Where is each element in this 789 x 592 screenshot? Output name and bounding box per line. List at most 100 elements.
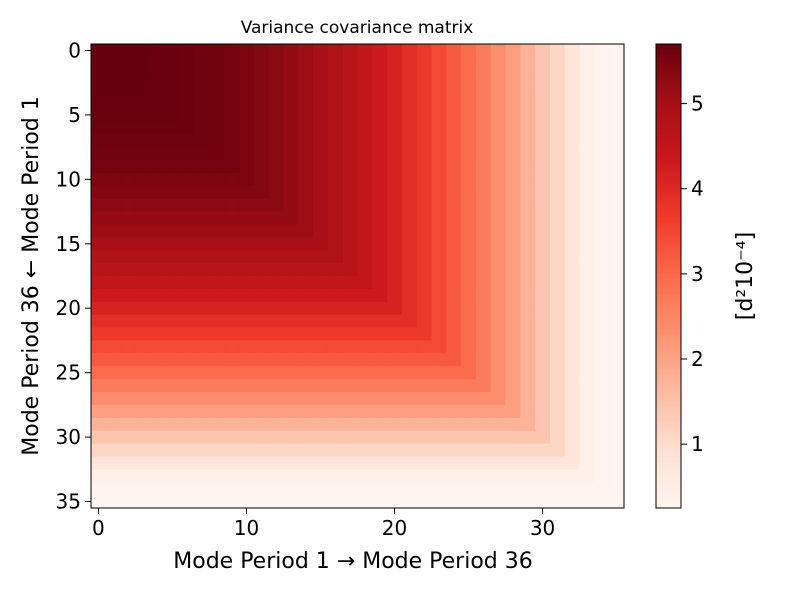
heatmap-cell	[105, 443, 122, 458]
heatmap-cell	[520, 95, 536, 110]
heatmap-cell	[579, 211, 595, 226]
heatmap-cell	[150, 172, 166, 187]
heatmap-cell	[431, 134, 447, 148]
heatmap-cell	[461, 160, 477, 174]
heatmap-cell	[446, 288, 462, 303]
heatmap-cell	[239, 301, 255, 316]
heatmap-cell	[535, 276, 551, 290]
heatmap-cell	[372, 392, 388, 406]
heatmap-cell	[564, 95, 581, 110]
heatmap-cell	[401, 288, 418, 303]
heatmap-cell	[342, 237, 359, 251]
heatmap-cell	[283, 44, 299, 58]
heatmap-cell	[594, 417, 610, 432]
heatmap-cell	[105, 147, 122, 161]
heatmap-cell	[253, 250, 270, 264]
colorbar-tick-label: 2	[691, 347, 704, 371]
heatmap-cell	[224, 288, 240, 303]
heatmap-cell	[179, 443, 196, 458]
heatmap-cell	[579, 314, 595, 329]
heatmap-cell	[120, 263, 137, 277]
heatmap-cell	[209, 276, 225, 290]
heatmap-cell	[401, 392, 418, 406]
heatmap-cell	[209, 404, 225, 419]
heatmap-cell	[416, 263, 433, 277]
colorbar-axis: 1 2 3 4 5	[681, 92, 704, 456]
heatmap-cell	[609, 482, 625, 496]
heatmap-cell	[387, 469, 403, 483]
heatmap-cell	[268, 456, 285, 470]
heatmap-cell	[564, 56, 581, 71]
heatmap-cell	[416, 237, 433, 251]
heatmap-cell	[91, 379, 107, 393]
heatmap-cell	[283, 379, 299, 393]
heatmap-cell	[564, 417, 581, 432]
heatmap-cell	[224, 56, 240, 71]
heatmap-cell	[120, 495, 137, 509]
heatmap-cell	[609, 379, 625, 393]
heatmap-cell	[135, 469, 151, 483]
heatmap-cell	[150, 301, 166, 316]
heatmap-cell	[520, 314, 536, 329]
heatmap-cell	[105, 160, 122, 174]
heatmap-cell	[461, 379, 477, 393]
heatmap-cell	[179, 327, 196, 342]
heatmap-cell	[564, 198, 581, 213]
heatmap-cell	[209, 456, 225, 470]
heatmap-cell	[505, 134, 521, 148]
heatmap-cell	[416, 56, 433, 71]
heatmap-cell	[120, 379, 137, 393]
heatmap-cell	[461, 134, 477, 148]
heatmap-cell	[135, 121, 151, 135]
heatmap-cell	[535, 172, 551, 187]
heatmap-cell	[387, 108, 403, 122]
heatmap-cell	[239, 69, 255, 84]
heatmap-cell	[461, 95, 477, 110]
heatmap-cell	[298, 44, 314, 58]
heatmap-cell	[283, 495, 299, 509]
heatmap-cell	[372, 44, 388, 58]
heatmap-cell	[120, 456, 137, 470]
heatmap-cell	[446, 482, 462, 496]
heatmap-cell	[372, 353, 388, 367]
heatmap-cell	[431, 69, 447, 84]
heatmap-cell	[416, 250, 433, 264]
heatmap-cell	[239, 82, 255, 97]
heatmap-cell	[298, 314, 314, 329]
heatmap-cell	[401, 404, 418, 419]
heatmap-cell	[120, 44, 137, 58]
heatmap-cell	[298, 404, 314, 419]
heatmap-cell	[401, 314, 418, 329]
heatmap-cell	[342, 211, 359, 226]
heatmap-cell	[446, 95, 462, 110]
heatmap-cell	[475, 443, 492, 458]
heatmap-cell	[579, 392, 595, 406]
heatmap-cell	[194, 430, 211, 445]
heatmap-cell	[372, 288, 388, 303]
heatmap-cell	[549, 288, 566, 303]
heatmap-cell	[564, 443, 581, 458]
heatmap-cell	[327, 82, 344, 97]
heatmap-cell	[283, 121, 299, 135]
heatmap-cell	[165, 301, 181, 316]
heatmap-cell	[165, 237, 181, 251]
x-tick-label: 0	[92, 516, 105, 540]
heatmap-cell	[609, 108, 625, 122]
heatmap-cell	[283, 224, 299, 238]
heatmap-cell	[357, 44, 373, 58]
heatmap-cell	[209, 417, 225, 432]
heatmap-cell	[298, 250, 314, 264]
heatmap-cell	[357, 82, 373, 97]
heatmap-cell	[120, 121, 137, 135]
heatmap-cell	[372, 56, 388, 71]
heatmap-cell	[194, 392, 211, 406]
heatmap-cell	[357, 172, 373, 187]
heatmap-cell	[520, 327, 536, 342]
heatmap-cell	[609, 353, 625, 367]
heatmap-cell	[431, 288, 447, 303]
heatmap-cell	[520, 250, 536, 264]
y-tick-label: 5	[68, 103, 81, 127]
heatmap-cell	[549, 301, 566, 316]
heatmap-cell	[327, 276, 344, 290]
heatmap-cell	[549, 160, 566, 174]
